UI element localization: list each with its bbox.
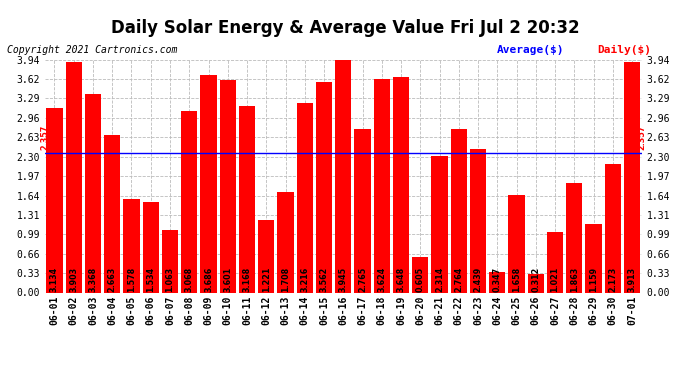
Text: 3.686: 3.686: [204, 267, 213, 292]
Bar: [566, 183, 582, 292]
Bar: [335, 60, 351, 292]
Text: 1.708: 1.708: [281, 267, 290, 292]
Bar: [104, 135, 121, 292]
Text: 3.168: 3.168: [242, 267, 252, 292]
Text: 0.347: 0.347: [493, 267, 502, 292]
Bar: [412, 257, 428, 292]
Text: 3.562: 3.562: [319, 267, 328, 292]
Bar: [585, 224, 602, 292]
Bar: [393, 77, 409, 292]
Text: 1.534: 1.534: [146, 267, 155, 292]
Text: Daily Solar Energy & Average Value Fri Jul 2 20:32: Daily Solar Energy & Average Value Fri J…: [110, 19, 580, 37]
Bar: [547, 232, 563, 292]
Text: 2.357: 2.357: [40, 125, 50, 150]
Text: 1.658: 1.658: [512, 267, 521, 292]
Bar: [489, 272, 506, 292]
Text: 2.173: 2.173: [609, 267, 618, 292]
Bar: [297, 103, 313, 292]
Bar: [258, 220, 275, 292]
Text: 3.945: 3.945: [339, 267, 348, 292]
Bar: [46, 108, 63, 292]
Bar: [528, 274, 544, 292]
Text: 3.601: 3.601: [224, 267, 233, 292]
Bar: [239, 105, 255, 292]
Text: Daily($): Daily($): [597, 45, 651, 55]
Bar: [277, 192, 294, 292]
Text: 3.903: 3.903: [69, 267, 78, 292]
Bar: [373, 79, 390, 292]
Text: 1.063: 1.063: [166, 267, 175, 292]
Bar: [355, 129, 371, 292]
Text: 2.314: 2.314: [435, 267, 444, 292]
Text: 1.863: 1.863: [570, 267, 579, 292]
Text: 3.368: 3.368: [88, 267, 97, 292]
Text: 3.068: 3.068: [185, 267, 194, 292]
Text: 0.312: 0.312: [531, 267, 540, 292]
Bar: [66, 62, 82, 292]
Bar: [431, 156, 448, 292]
Bar: [181, 111, 197, 292]
Text: 1.159: 1.159: [589, 267, 598, 292]
Text: 2.765: 2.765: [358, 267, 367, 292]
Bar: [451, 129, 467, 292]
Text: 0.605: 0.605: [416, 267, 425, 292]
Bar: [85, 94, 101, 292]
Bar: [219, 80, 236, 292]
Bar: [162, 230, 178, 292]
Text: 1.221: 1.221: [262, 267, 270, 292]
Bar: [200, 75, 217, 292]
Text: 3.648: 3.648: [397, 267, 406, 292]
Text: 2.764: 2.764: [454, 267, 463, 292]
Bar: [624, 62, 640, 292]
Bar: [124, 200, 139, 292]
Bar: [143, 202, 159, 292]
Text: 3.624: 3.624: [377, 267, 386, 292]
Text: 1.021: 1.021: [551, 267, 560, 292]
Bar: [470, 148, 486, 292]
Text: Average($): Average($): [497, 45, 564, 55]
Text: 2.357: 2.357: [637, 125, 647, 150]
Text: 3.913: 3.913: [628, 267, 637, 292]
Text: 2.439: 2.439: [473, 267, 482, 292]
Text: 3.216: 3.216: [300, 267, 309, 292]
Text: Copyright 2021 Cartronics.com: Copyright 2021 Cartronics.com: [7, 45, 177, 55]
Text: 3.134: 3.134: [50, 267, 59, 292]
Bar: [604, 164, 621, 292]
Text: 1.578: 1.578: [127, 267, 136, 292]
Text: 2.663: 2.663: [108, 267, 117, 292]
Bar: [509, 195, 524, 292]
Bar: [316, 82, 332, 292]
